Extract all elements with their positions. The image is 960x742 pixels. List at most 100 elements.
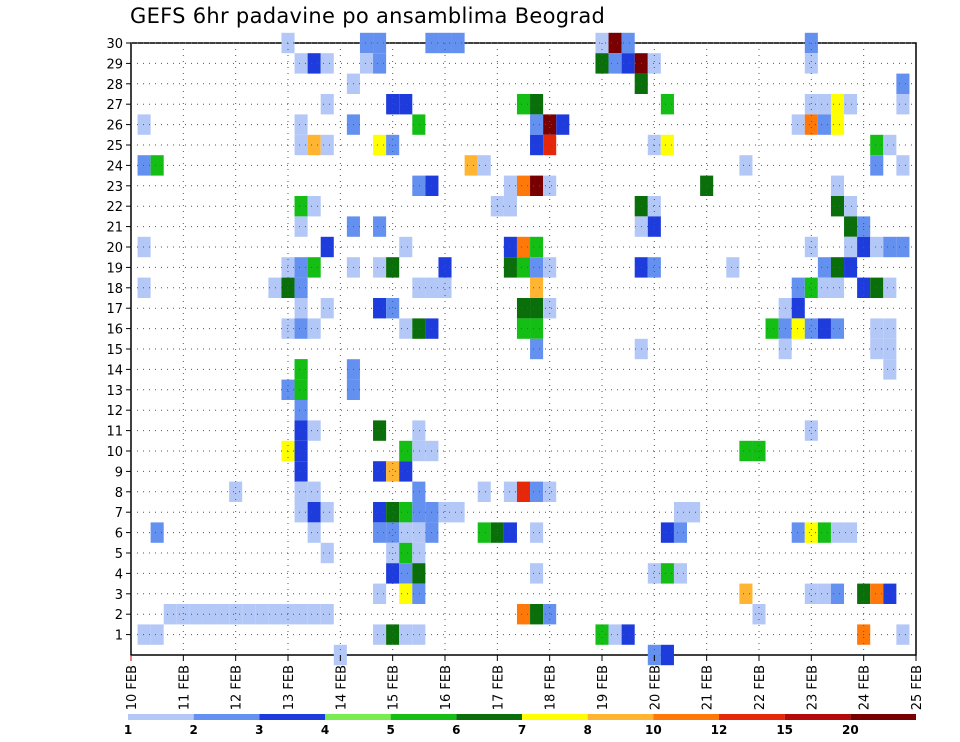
heatmap-cell [673, 502, 688, 523]
heatmap-cell [530, 94, 544, 115]
chart-title: GEFS 6hr padavine po ansamblima Beograd [130, 4, 606, 28]
heatmap-cell [503, 522, 517, 543]
x-tick-label: 24 FEB [858, 665, 873, 710]
heatmap-cell [516, 257, 531, 278]
heatmap-cell [765, 318, 779, 339]
y-tick-label: 24 [106, 159, 123, 174]
heatmap-cell [595, 53, 609, 74]
heatmap-cell [543, 175, 557, 196]
heatmap-cell [320, 53, 334, 74]
heatmap-cell [804, 53, 818, 74]
heatmap-cell [870, 277, 884, 298]
heatmap-cell [817, 277, 831, 298]
heatmap-cell [830, 257, 845, 278]
y-tick-label: 17 [106, 302, 123, 317]
heatmap-cell [660, 522, 674, 543]
colorbar-swatch [390, 714, 457, 720]
heatmap-cell [804, 583, 818, 604]
heatmap-cell [137, 236, 151, 258]
heatmap-cell [530, 298, 544, 319]
heatmap-cell [726, 257, 740, 278]
heatmap-cell [883, 236, 897, 258]
heatmap-cell [516, 298, 531, 319]
heatmap-cell [530, 114, 544, 135]
heatmap-cell [242, 604, 256, 625]
heatmap-cell [817, 114, 831, 135]
heatmap-cell [608, 32, 622, 54]
heatmap-cell [804, 420, 818, 441]
heatmap-cell [320, 94, 334, 115]
colorbar-swatch [653, 714, 719, 720]
heatmap-cell [320, 542, 334, 564]
colorbar-label: 5 [386, 723, 394, 737]
heatmap-cell [163, 604, 177, 625]
heatmap-cell [830, 114, 845, 135]
heatmap-cell [412, 175, 426, 196]
heatmap-cell [294, 481, 308, 502]
y-tick-label: 8 [115, 486, 123, 501]
heatmap-cell [870, 134, 884, 156]
heatmap-cell [817, 257, 831, 278]
heatmap-cell [386, 624, 400, 645]
colorbar-swatch [587, 714, 654, 720]
heatmap-cell [294, 216, 308, 237]
heatmap-cell [608, 624, 622, 645]
heatmap-cell [830, 175, 845, 196]
heatmap-cell [386, 502, 400, 523]
heatmap-cell [844, 522, 858, 543]
heatmap-cell [530, 481, 544, 502]
heatmap-cell [543, 298, 557, 319]
heatmap-cell [530, 236, 544, 258]
y-tick-label: 9 [115, 465, 123, 480]
heatmap-cell [294, 604, 308, 625]
heatmap-cell [660, 94, 674, 115]
heatmap-cell [373, 32, 387, 54]
heatmap-cell [673, 522, 688, 543]
heatmap-cell [399, 502, 413, 523]
colorbar-label: 10 [645, 723, 662, 737]
heatmap-cell [870, 318, 884, 339]
heatmap-cell [412, 481, 426, 502]
heatmap-cell [412, 277, 426, 298]
heatmap-cell [386, 522, 400, 543]
heatmap-cell [294, 298, 308, 319]
x-tick-label: 11 FEB [177, 665, 192, 710]
heatmap-cell [150, 624, 164, 645]
heatmap-cell [503, 236, 517, 258]
heatmap-cell [883, 277, 897, 298]
heatmap-cell [870, 583, 884, 604]
heatmap-cell [150, 522, 164, 543]
heatmap-cell [660, 134, 674, 156]
heatmap-cell [556, 114, 570, 135]
colorbar-swatch [259, 714, 325, 720]
x-tick-label: 25 FEB [910, 665, 925, 710]
heatmap-cell [464, 155, 478, 176]
heatmap-cell [307, 134, 321, 156]
heatmap-cell [543, 604, 557, 625]
heatmap-cell [307, 481, 321, 502]
colorbar-label: 7 [518, 723, 526, 737]
heatmap-cell [791, 318, 805, 339]
colorbar-swatch [325, 714, 391, 720]
heatmap-cell [647, 196, 661, 217]
heatmap-cell [530, 277, 544, 298]
x-tick-label: 19 FEB [596, 665, 611, 710]
heatmap-cell [294, 134, 308, 156]
heatmap-cell [255, 604, 269, 625]
heatmap-cell [320, 134, 334, 156]
y-tick-label: 5 [115, 547, 123, 562]
heatmap-cell [530, 318, 544, 339]
colorbar-swatch [193, 714, 260, 720]
heatmap-cell [791, 522, 805, 543]
heatmap-cell [307, 196, 321, 217]
x-tick-label: 20 FEB [648, 665, 663, 710]
heatmap-cell [307, 604, 321, 625]
heatmap-cell [516, 175, 531, 196]
heatmap-cell [830, 277, 845, 298]
heatmap-cell [752, 604, 766, 625]
heatmap-cell [412, 563, 426, 584]
heatmap-cell [739, 440, 753, 462]
heatmap-cell [477, 481, 491, 502]
heatmap-cell [320, 604, 334, 625]
